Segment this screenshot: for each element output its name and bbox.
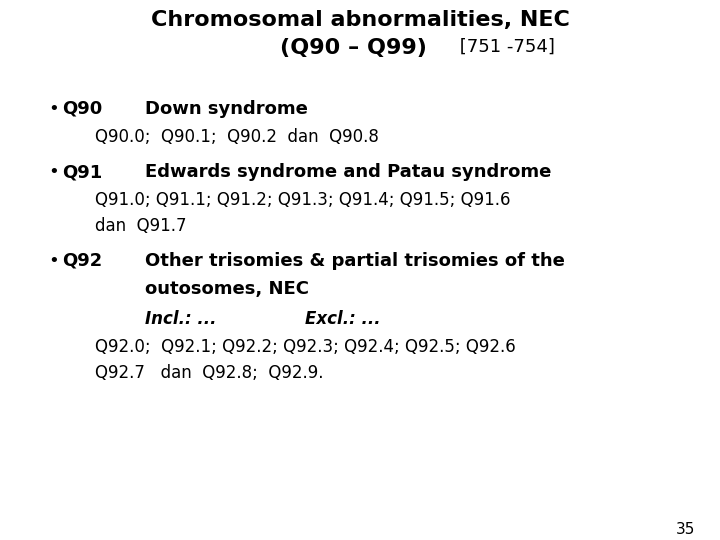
Text: Incl.: ...: Incl.: ...	[145, 310, 217, 328]
Text: Excl.: ...: Excl.: ...	[305, 310, 381, 328]
Text: outosomes, NEC: outosomes, NEC	[145, 280, 309, 298]
Text: Q91.0; Q91.1; Q91.2; Q91.3; Q91.4; Q91.5; Q91.6: Q91.0; Q91.1; Q91.2; Q91.3; Q91.4; Q91.5…	[95, 191, 510, 209]
Text: [751 -754]: [751 -754]	[454, 38, 555, 56]
Text: (Q90 – Q99): (Q90 – Q99)	[280, 38, 427, 58]
Text: Q91: Q91	[62, 163, 102, 181]
Text: Q90.0;  Q90.1;  Q90.2  dan  Q90.8: Q90.0; Q90.1; Q90.2 dan Q90.8	[95, 128, 379, 146]
Text: •: •	[48, 100, 59, 118]
Text: Edwards syndrome and Patau syndrome: Edwards syndrome and Patau syndrome	[145, 163, 552, 181]
Text: Other trisomies & partial trisomies of the: Other trisomies & partial trisomies of t…	[145, 252, 565, 270]
Text: Down syndrome: Down syndrome	[145, 100, 308, 118]
Text: Q92: Q92	[62, 252, 102, 270]
Text: dan  Q91.7: dan Q91.7	[95, 217, 186, 235]
Text: •: •	[48, 163, 59, 181]
Text: Chromosomal abnormalities, NEC: Chromosomal abnormalities, NEC	[150, 10, 570, 30]
Text: Q92.7   dan  Q92.8;  Q92.9.: Q92.7 dan Q92.8; Q92.9.	[95, 364, 323, 382]
Text: 35: 35	[675, 522, 695, 537]
Text: Q90: Q90	[62, 100, 102, 118]
Text: •: •	[48, 252, 59, 270]
Text: Q92.0;  Q92.1; Q92.2; Q92.3; Q92.4; Q92.5; Q92.6: Q92.0; Q92.1; Q92.2; Q92.3; Q92.4; Q92.5…	[95, 338, 516, 356]
